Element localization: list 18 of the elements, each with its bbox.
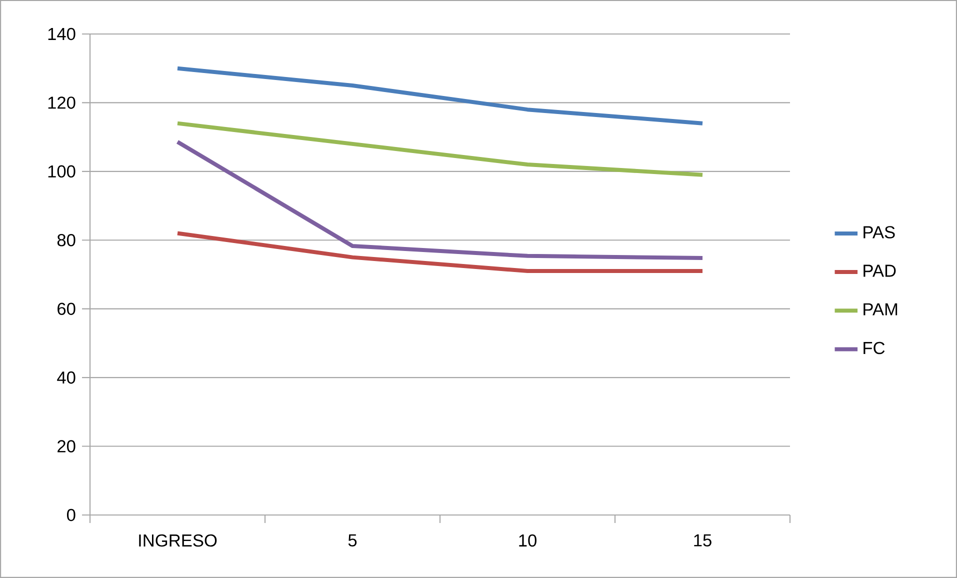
legend-label: PAS [864,226,895,238]
x-tick-label: INGRESO [139,534,217,547]
x-tick-label: 10 [519,534,536,547]
legend-label: PAM [864,303,898,316]
line-series [176,140,705,260]
y-tick-label: 140 [48,28,76,40]
line-series [176,66,705,126]
x-tick-label: 5 [348,534,357,546]
y-tick-label: 100 [48,165,76,178]
y-tick-label: 120 [48,96,76,109]
legend-label: PAD [864,264,896,277]
y-tick-label: 20 [58,440,76,452]
x-tick-label: 15 [694,534,712,546]
y-tick-label: 0 [66,508,76,522]
y-tick-label: 60 [58,302,76,315]
y-tick-label: 40 [57,371,76,384]
y-tick-label: 80 [57,234,76,246]
legend-label: FC [864,342,885,354]
